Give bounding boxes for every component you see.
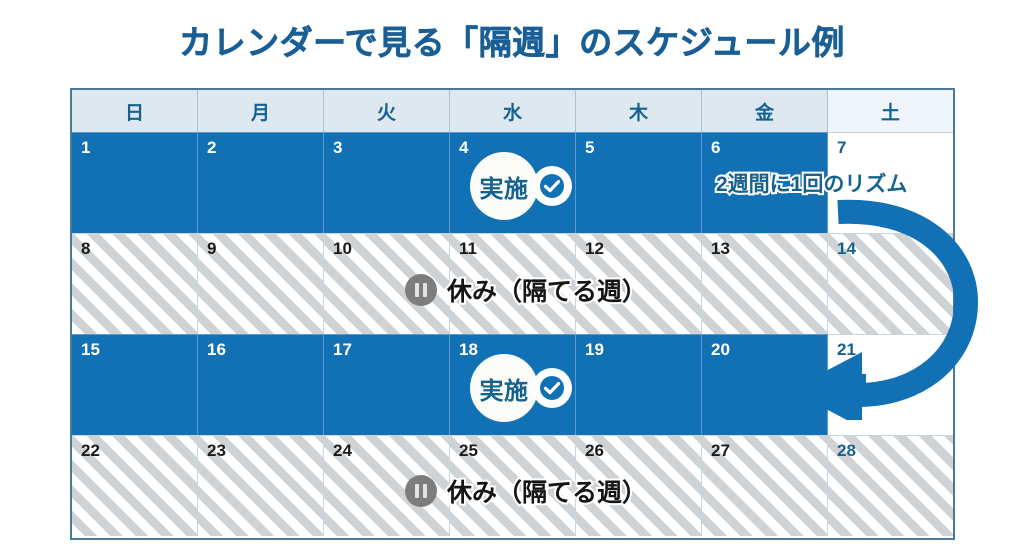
weekday-label: 火: [376, 102, 396, 124]
day-cell[interactable]: 24: [324, 435, 450, 536]
day-cell[interactable]: 3: [324, 132, 450, 233]
day-number: 21: [837, 340, 856, 359]
day-cell[interactable]: 10: [324, 233, 450, 334]
day-number: 17: [333, 340, 352, 359]
weekday-header-sat: 土: [828, 90, 953, 132]
day-cell[interactable]: 26: [576, 435, 702, 536]
day-number: 15: [81, 340, 100, 359]
day-cell[interactable]: 27: [702, 435, 828, 536]
day-cell[interactable]: 18: [450, 334, 576, 435]
day-number: 23: [207, 441, 226, 460]
day-cell[interactable]: 15: [72, 334, 198, 435]
day-cell[interactable]: 12: [576, 233, 702, 334]
day-number: 11: [459, 239, 477, 258]
day-cell[interactable]: 17: [324, 334, 450, 435]
day-cell[interactable]: 22: [72, 435, 198, 536]
day-cell[interactable]: 1: [72, 132, 198, 233]
day-cell[interactable]: 9: [198, 233, 324, 334]
calendar-grid: 日 月 火 水 木 金 土 1 2 3 4: [70, 88, 955, 540]
day-cell[interactable]: 13: [702, 233, 828, 334]
day-number: 7: [837, 138, 847, 157]
day-number: 1: [81, 138, 91, 157]
day-number: 5: [585, 138, 595, 157]
day-number: 18: [459, 340, 478, 359]
day-cell[interactable]: 19: [576, 334, 702, 435]
weekday-header-sun: 日: [72, 90, 198, 132]
day-number: 4: [459, 138, 469, 157]
day-number: 28: [837, 441, 856, 460]
weekday-header-thu: 木: [576, 90, 702, 132]
week-row-4: 22 23 24 25 26 27 28: [72, 435, 953, 536]
day-cell[interactable]: 23: [198, 435, 324, 536]
weekday-label: 水: [502, 102, 522, 124]
rhythm-caption: 2週間に1回のリズム: [714, 171, 909, 198]
day-number: 10: [333, 239, 352, 258]
day-number: 9: [207, 239, 217, 258]
day-cell[interactable]: 21: [828, 334, 953, 435]
day-cell[interactable]: 28: [828, 435, 953, 536]
weekday-header-wed: 水: [450, 90, 576, 132]
day-cell[interactable]: 6: [702, 132, 828, 233]
day-number: 25: [459, 441, 478, 460]
day-number: 24: [333, 441, 352, 460]
day-number: 12: [585, 239, 604, 258]
day-cell[interactable]: 8: [72, 233, 198, 334]
day-number: 13: [711, 239, 730, 258]
day-number: 14: [837, 239, 856, 258]
day-cell[interactable]: 14: [828, 233, 953, 334]
week-row-3: 15 16 17 18 19 20 21: [72, 334, 953, 435]
weekday-header-mon: 月: [198, 90, 324, 132]
weekday-label: 土: [880, 102, 900, 124]
day-cell[interactable]: 25: [450, 435, 576, 536]
day-number: 26: [585, 441, 604, 460]
weekday-label: 木: [628, 102, 648, 124]
weekday-header-row: 日 月 火 水 木 金 土: [72, 90, 953, 132]
page-title: カレンダーで見る「隔週」のスケジュール例: [179, 24, 845, 62]
day-cell[interactable]: 11: [450, 233, 576, 334]
day-number: 8: [81, 239, 91, 258]
weekday-label: 金: [754, 102, 774, 124]
day-cell[interactable]: 16: [198, 334, 324, 435]
day-number: 3: [333, 138, 343, 157]
weekday-header-fri: 金: [702, 90, 828, 132]
day-number: 19: [585, 340, 604, 359]
day-number: 6: [711, 138, 721, 157]
day-number: 16: [207, 340, 226, 359]
day-number: 22: [81, 441, 100, 460]
weekday-label: 日: [124, 102, 144, 124]
weekday-header-tue: 火: [324, 90, 450, 132]
day-number: 27: [711, 441, 730, 460]
day-number: 2: [207, 138, 217, 157]
day-cell[interactable]: 5: [576, 132, 702, 233]
week-row-2: 8 9 10 11 12 13 14: [72, 233, 953, 334]
day-cell[interactable]: 20: [702, 334, 828, 435]
weekday-label: 月: [250, 102, 270, 124]
day-number: 20: [711, 340, 730, 359]
day-cell[interactable]: 2: [198, 132, 324, 233]
day-cell[interactable]: 4: [450, 132, 576, 233]
